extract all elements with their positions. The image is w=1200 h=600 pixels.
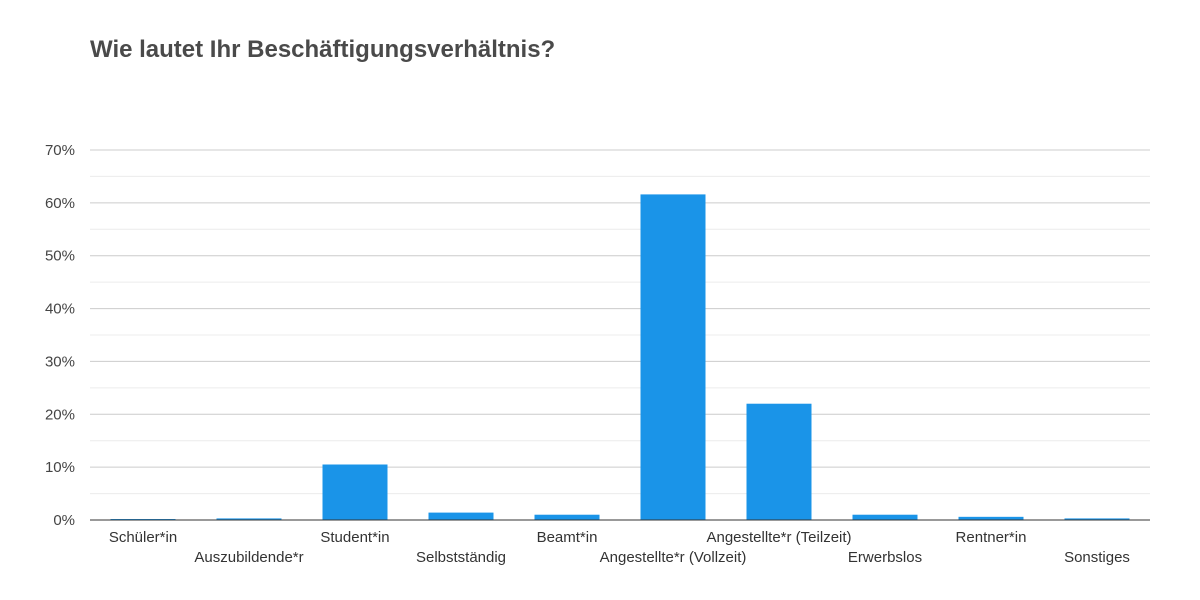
x-tick-label: Rentner*in [956,529,1027,546]
x-tick-label: Angestellte*r (Teilzeit) [706,529,851,546]
chart-title: Wie lautet Ihr Beschäftigungsverhältnis? [90,36,556,63]
bar [746,403,812,520]
x-tick-label: Auszubildende*r [194,549,303,566]
x-tick-label: Schüler*in [109,529,177,546]
y-tick-label: 10% [45,459,75,476]
bar [428,512,494,520]
y-tick-label: 0% [53,512,75,529]
y-tick-label: 60% [45,195,75,212]
y-tick-label: 20% [45,406,75,423]
bar [322,464,388,520]
bar [216,518,282,520]
y-tick-label: 70% [45,142,75,159]
x-tick-label: Erwerbslos [848,549,922,566]
x-tick-label: Student*in [320,529,389,546]
y-tick-label: 50% [45,248,75,265]
y-tick-label: 40% [45,301,75,318]
bar [958,516,1024,520]
y-tick-label: 30% [45,353,75,370]
x-tick-label: Angestellte*r (Vollzeit) [600,549,747,566]
bar [852,514,918,520]
x-tick-label: Sonstiges [1064,549,1130,566]
x-tick-label: Selbstständig [416,549,506,566]
x-tick-label: Beamt*in [537,529,598,546]
bar [640,194,706,520]
bar [1064,518,1130,520]
bar [534,514,600,520]
